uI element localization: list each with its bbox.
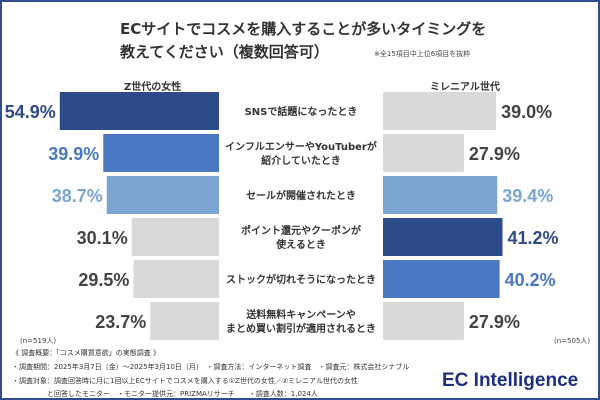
- bar-right: [383, 92, 497, 130]
- series-label-right: ミレニアル世代: [430, 82, 500, 93]
- value-label-right: 39.4%: [502, 186, 553, 206]
- category-label: セールが開催されたとき: [246, 189, 356, 202]
- title-line-1: ECサイトでコスメを購入することが多いタイミングを: [120, 20, 487, 38]
- bar-right: [383, 176, 498, 214]
- bar-left: [131, 218, 219, 256]
- bar-right: [383, 260, 500, 298]
- note: ※全15項目中上位6項目を抜粋: [374, 50, 471, 58]
- category-label: 紹介していたとき: [261, 154, 341, 167]
- value-label-left: 23.7%: [95, 312, 146, 332]
- footer-line-1: 《 調査概要：「コスメ購買意欲」の実態調査 》: [12, 349, 160, 357]
- bar-left: [133, 260, 219, 298]
- value-label-left: 39.9%: [48, 144, 99, 164]
- title-line-2: 教えてください（複数回答可）: [120, 43, 329, 61]
- sample-size-left: (n=519人): [20, 337, 57, 345]
- value-label-left: 54.9%: [5, 102, 56, 122]
- value-label-right: 27.9%: [469, 312, 520, 332]
- bar-right: [383, 218, 503, 256]
- category-label: ポイント還元やクーポンが: [241, 224, 362, 237]
- bar-left: [106, 176, 219, 214]
- bar-right: [383, 302, 464, 340]
- category-label: まとめ買い割引が適用されるとき: [226, 322, 376, 335]
- bar-right: [383, 134, 464, 172]
- category-label: インフルエンサーやYouTuberが: [225, 140, 378, 153]
- value-label-right: 27.9%: [469, 144, 520, 164]
- value-label-right: 40.2%: [505, 270, 556, 290]
- value-label-left: 38.7%: [52, 186, 103, 206]
- value-label-right: 41.2%: [507, 228, 558, 248]
- bar-left: [103, 134, 219, 172]
- footer-line-2: ・調査期間：2025年3月7日（金）～2025年3月10日（月） ・調査方法：イ…: [12, 363, 410, 371]
- bar-left: [59, 92, 219, 130]
- logo: EC Intelligence: [442, 370, 579, 391]
- footer-line-3: ・調査対象：調査回答時に月に1回以上ECサイトでコスメを購入する①Z世代の女性／…: [12, 377, 359, 385]
- category-label: 送料無料キャンペーンや: [245, 308, 356, 321]
- category-label: ストックが切れそうになったとき: [226, 273, 376, 286]
- sample-size-right: (n=505人): [554, 337, 591, 345]
- bar-left: [150, 302, 219, 340]
- category-label: SNSで話題になったとき: [245, 105, 358, 118]
- value-label-left: 29.5%: [78, 270, 129, 290]
- category-label: 使えるとき: [275, 238, 326, 251]
- series-label-left: Z世代の女性: [124, 82, 182, 93]
- value-label-right: 39.0%: [501, 102, 552, 122]
- value-label-left: 30.1%: [77, 228, 128, 248]
- footer-line-4: と回答したモニター ・モニター提供元：PRIZMAリサーチ ・調査人数：1,02…: [12, 390, 318, 398]
